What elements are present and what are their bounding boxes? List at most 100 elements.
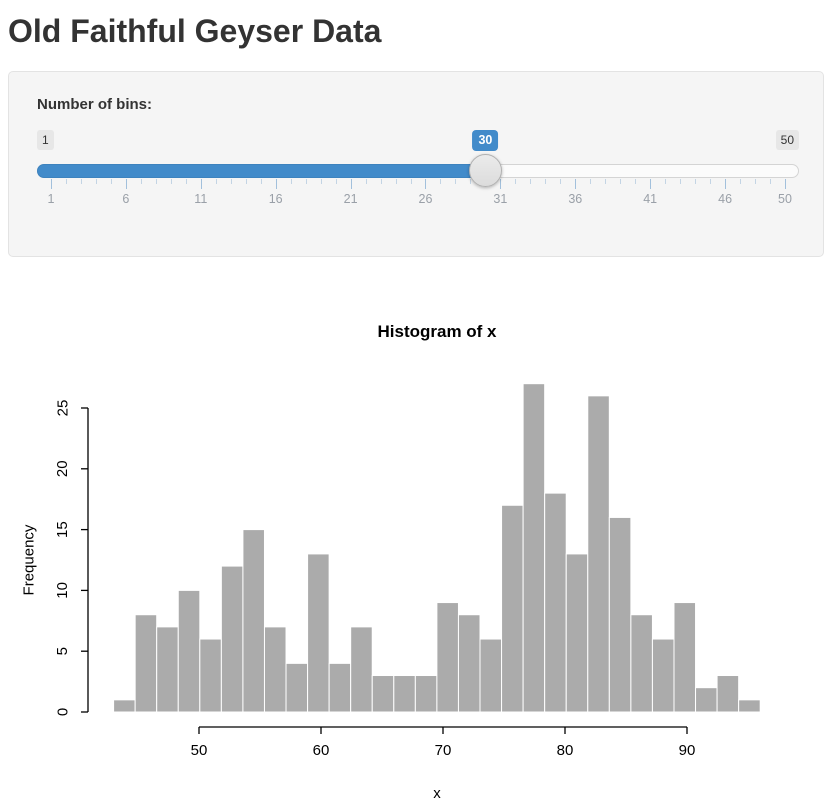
slider-grid-minor-tick [455, 179, 457, 184]
slider-grid-minor-tick [530, 179, 532, 184]
histogram-bar [738, 699, 761, 713]
y-tick-label: 5 [54, 647, 71, 655]
slider-grid-label: 50 [778, 192, 792, 206]
histogram-bar [393, 675, 416, 713]
bins-slider[interactable]: 1 50 30 1 6 11 16 21 26 31 36 41 46 50 [37, 130, 799, 210]
histogram-bar [651, 638, 675, 713]
histogram-bar [156, 626, 179, 713]
slider-grid-minor-tick [155, 179, 157, 184]
slider-grid-label: 26 [418, 192, 433, 206]
slider-grid-minor-tick [230, 179, 232, 184]
slider-grid-label: 6 [122, 192, 130, 206]
slider-grid-major-tick [125, 179, 127, 189]
slider-grid-major-tick [350, 179, 352, 189]
histogram-bar [457, 614, 481, 713]
slider-grid-label: 11 [194, 192, 208, 206]
slider-grid-major-tick [650, 179, 652, 189]
bins-slider-panel: Number of bins: 1 50 30 1 6 11 16 21 26 31 36 41… [8, 71, 824, 257]
histogram-bar [134, 614, 158, 713]
x-tick-label: 60 [313, 742, 330, 759]
slider-grid-minor-tick [320, 179, 322, 184]
slider-grid-minor-tick [695, 179, 697, 184]
histogram-bar [630, 614, 653, 713]
histogram-bar [263, 626, 287, 713]
slider-grid-minor-tick [620, 179, 622, 184]
slider-grid-minor-tick [185, 179, 187, 184]
histogram-bar [220, 565, 244, 713]
x-tick-label: 70 [435, 742, 452, 759]
slider-label: Number of bins: [37, 96, 152, 113]
x-tick-label: 80 [557, 742, 574, 759]
histogram-bar [371, 675, 395, 713]
slider-grid-label: 36 [568, 192, 583, 206]
histogram-bar [716, 675, 740, 713]
y-tick-label: 0 [54, 708, 71, 716]
histogram-bar [501, 504, 524, 713]
histogram-bar [673, 602, 697, 713]
slider-grid-major-tick [575, 179, 577, 189]
slider-grid-minor-tick [770, 179, 772, 184]
histogram-bar [608, 516, 632, 713]
histogram-bar [695, 687, 718, 713]
slider-grid-minor-tick [80, 179, 82, 184]
slider-grid-minor-tick [365, 179, 367, 184]
histogram-plot-output: 50 60 70 80 90 0 5 10 15 20 25 Histogram of x x Frequ… [0, 290, 834, 812]
slider-grid-minor-tick [305, 179, 307, 184]
slider-grid-minor-tick [410, 179, 412, 184]
slider-grid-minor-tick [245, 179, 247, 184]
slider-grid-minor-tick [755, 179, 757, 184]
histogram-bar [587, 395, 610, 713]
histogram-bar [565, 553, 589, 713]
slider-grid-major-tick [725, 179, 727, 189]
slider-grid-minor-tick [65, 179, 67, 184]
slider-grid-minor-tick [215, 179, 217, 184]
x-axis: 50 60 70 80 90 [191, 726, 696, 759]
slider-handle[interactable] [468, 154, 502, 187]
slider-grid-minor-tick [170, 179, 172, 184]
slider-grid-label: 46 [718, 192, 733, 206]
slider-grid-label: 31 [493, 192, 508, 206]
y-tick-label: 25 [54, 400, 71, 417]
histogram-bars [113, 383, 761, 713]
slider-grid-minor-tick [545, 179, 547, 184]
histogram-bar [436, 602, 459, 713]
histogram-bar [177, 589, 201, 713]
slider-grid-minor-tick [560, 179, 562, 184]
histogram-svg: 50 60 70 80 90 0 5 10 15 20 25 Histogram of x x Frequ… [20, 322, 761, 802]
x-tick-label: 50 [191, 742, 208, 759]
slider-grid-minor-tick [260, 179, 262, 184]
slider-grid-minor-tick [740, 179, 742, 184]
slider-min-label: 1 [37, 130, 54, 150]
y-tick-label: 20 [54, 460, 71, 477]
slider-grid-minor-tick [380, 179, 382, 184]
slider-grid-major-tick [200, 179, 202, 189]
y-tick-label: 15 [54, 521, 71, 538]
y-axis: 0 5 10 15 20 25 [54, 400, 89, 716]
slider-grid-label: 1 [47, 192, 55, 206]
histogram-bar [307, 553, 330, 713]
histogram-bar [544, 492, 567, 713]
slider-value-badge: 30 [472, 130, 499, 151]
slider-grid-minor-tick [395, 179, 397, 184]
slider-grid-minor-tick [590, 179, 592, 184]
histogram-bar [199, 638, 222, 713]
slider-grid-minor-tick [470, 179, 472, 184]
slider-grid-minor-tick [440, 179, 442, 184]
x-tick-label: 90 [679, 742, 696, 759]
histogram-bar [285, 662, 309, 713]
slider-grid-label: 21 [343, 192, 358, 206]
y-axis-label: Frequency [20, 524, 37, 595]
histogram-bar [328, 662, 352, 713]
slider-grid-minor-tick [290, 179, 292, 184]
slider-grid-minor-tick [95, 179, 97, 184]
histogram-bar [113, 699, 136, 713]
slider-grid-major-tick [785, 179, 786, 189]
slider-grid-minor-tick [635, 179, 637, 184]
slider-grid: 1 6 11 16 21 26 31 36 41 46 50 [37, 179, 799, 209]
slider-max-label: 50 [775, 130, 799, 150]
slider-grid-minor-tick [515, 179, 517, 184]
slider-grid-minor-tick [605, 179, 607, 184]
chart-title: Histogram of x [377, 322, 497, 341]
histogram-bar [479, 638, 503, 713]
